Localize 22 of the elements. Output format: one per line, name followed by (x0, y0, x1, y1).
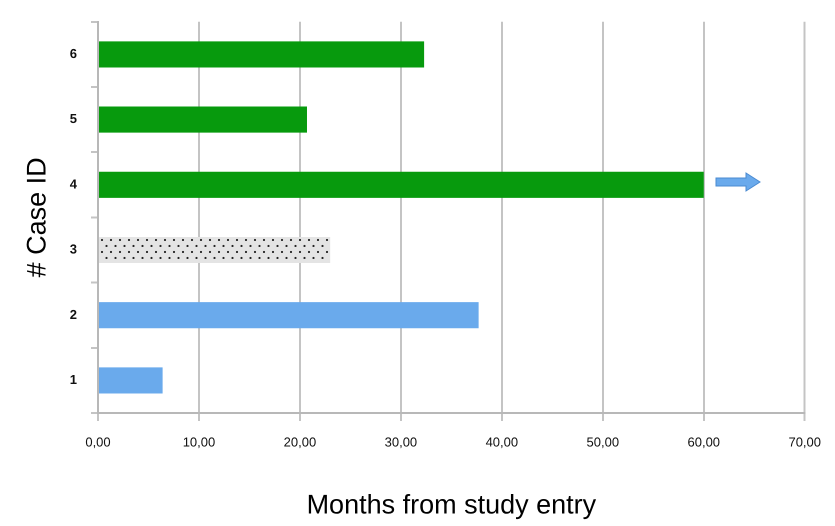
bar (99, 367, 163, 394)
x-tick-label: 30,00 (384, 434, 418, 450)
y-tick-label: 5 (70, 111, 77, 126)
x-tick-label: 50,00 (586, 434, 620, 450)
bar (99, 41, 424, 68)
y-tick-label: 2 (70, 306, 77, 322)
y-tick-label: 6 (70, 46, 77, 61)
x-tick-label: 60,00 (688, 434, 720, 450)
y-tick-label: 1 (70, 372, 77, 387)
x-tick-label: 20,00 (284, 434, 316, 450)
bar (99, 302, 479, 328)
y-tick-label: 4 (70, 176, 78, 192)
bar (99, 172, 704, 198)
bar (99, 106, 307, 133)
x-tick-label: 10,00 (182, 434, 216, 450)
y-axis-title: # Case ID (22, 157, 52, 278)
x-tick-label: 70,00 (788, 434, 822, 450)
x-tick-label: 0,00 (85, 434, 111, 450)
bar (99, 236, 330, 264)
x-tick-label: 40,00 (486, 434, 518, 450)
x-axis-title: Months from study entry (306, 489, 597, 520)
y-tick-label: 3 (70, 242, 77, 257)
